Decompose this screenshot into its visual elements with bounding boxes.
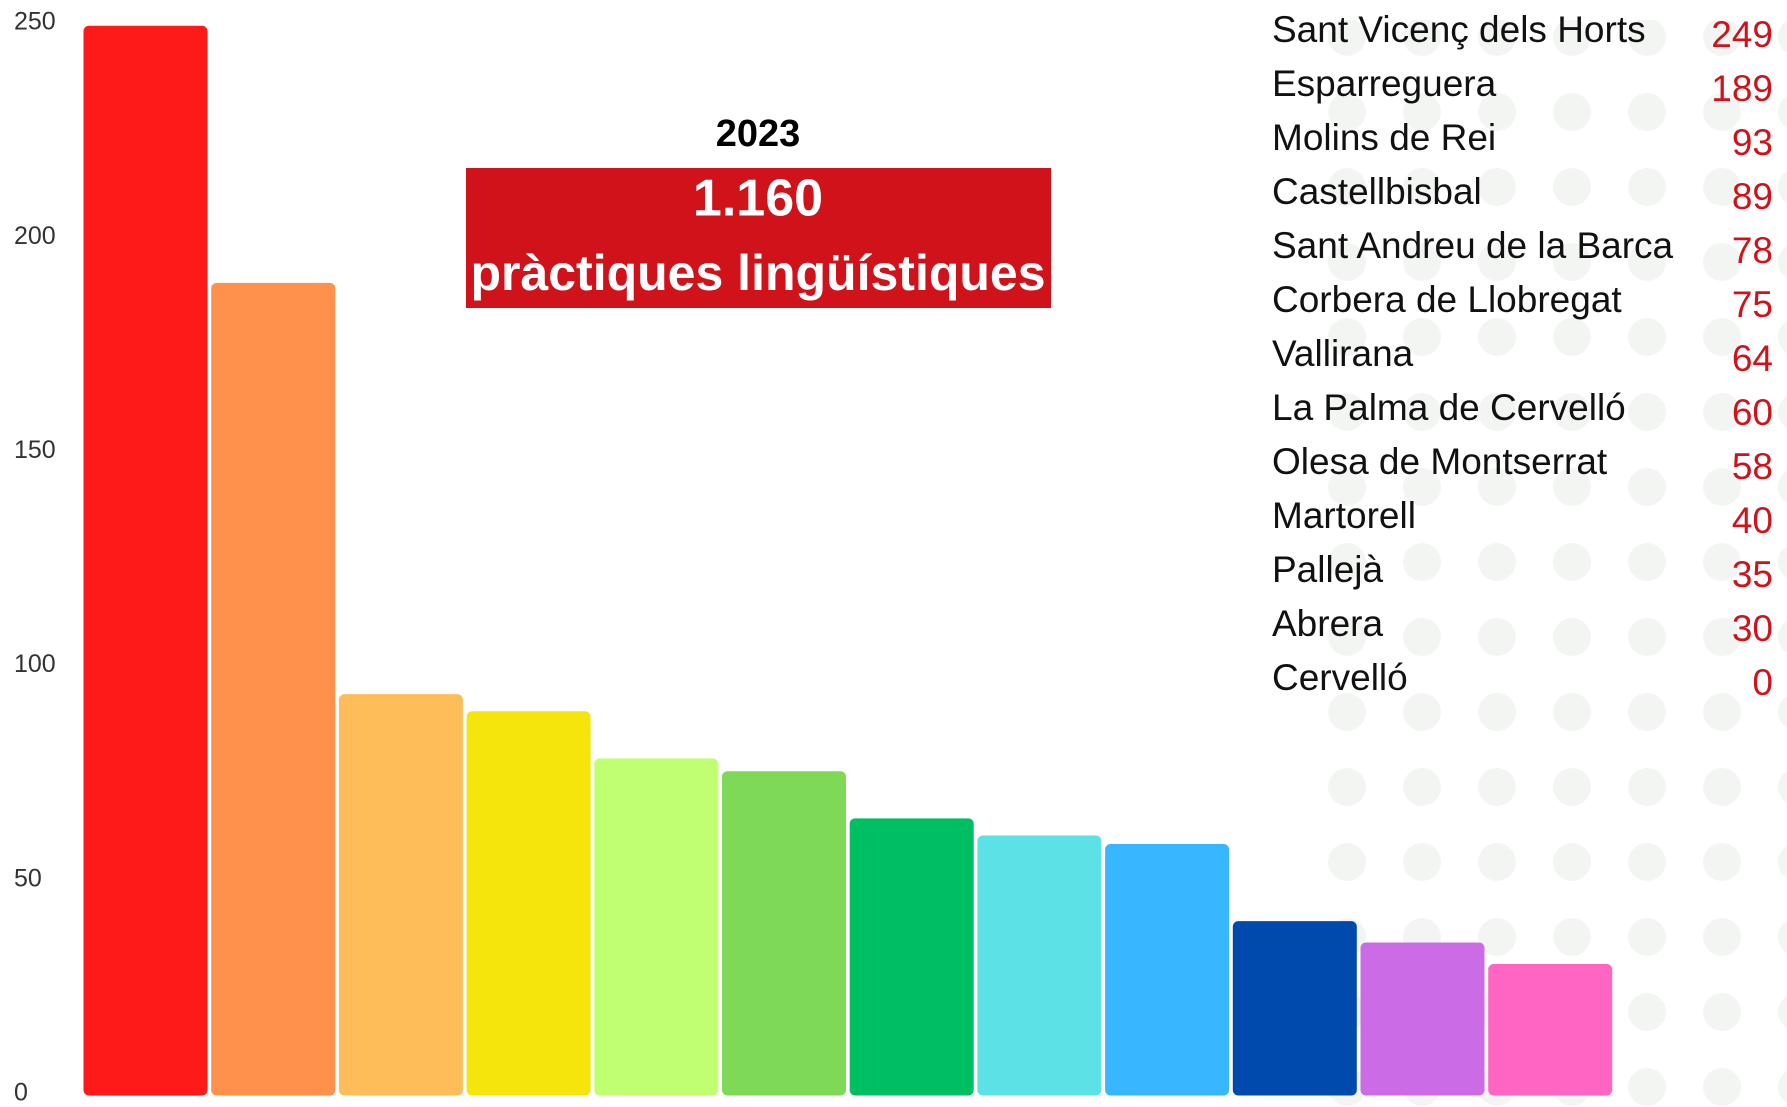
bar [1105,844,1230,1096]
legend-value: 60 [1732,392,1773,433]
year-label: 2023 [716,113,801,155]
y-tick-label: 150 [14,436,56,464]
bar [1488,963,1613,1096]
legend-name: Pallejà [1272,549,1383,590]
background-dots [1310,20,1787,1107]
legend-value: 249 [1711,14,1773,55]
bar [1232,921,1357,1096]
y-tick-label: 0 [14,1079,28,1107]
total-value: 1.160 [693,170,823,228]
legend-name: Olesa de Montserrat [1272,441,1608,482]
y-tick-label: 100 [14,650,56,678]
total-box [466,168,1051,308]
legend-value: 0 [1752,662,1773,703]
y-tick-label: 200 [14,222,56,250]
bar [211,282,336,1096]
legend-value: 89 [1732,176,1773,217]
legend-name: Esparreguera [1272,63,1497,104]
legend-name: La Palma de Cervelló [1272,387,1626,428]
bar [722,771,846,1096]
legend-name: Vallirana [1272,333,1414,374]
legend-name: Castellbisbal [1272,171,1482,212]
bar [83,25,208,1096]
total-caption: pràctiques lingüístiques [470,245,1045,301]
legend-value: 75 [1732,284,1773,325]
legend-name: Corbera de Llobregat [1272,279,1622,320]
legend-name: Molins de Rei [1272,117,1496,158]
legend-value: 30 [1732,608,1773,649]
bar [466,711,591,1096]
legend-name: Martorell [1272,495,1416,536]
bar [849,818,974,1096]
y-tick-label: 250 [14,8,56,36]
bar [338,694,463,1096]
legend-value: 64 [1732,338,1773,379]
y-tick-label: 50 [14,864,42,892]
legend-name: Sant Andreu de la Barca [1272,225,1674,266]
legend-value: 189 [1711,68,1773,109]
legend-value: 78 [1732,230,1773,271]
legend-name: Cervelló [1272,657,1408,698]
bar [1360,942,1485,1096]
bar [977,835,1102,1096]
legend-name: Abrera [1272,603,1383,644]
legend-value: 93 [1732,122,1773,163]
legend-value: 35 [1732,554,1773,595]
legend-name: Sant Vicenç dels Horts [1272,9,1646,50]
legend-value: 58 [1732,446,1773,487]
bar [594,758,719,1096]
legend-value: 40 [1732,500,1773,541]
